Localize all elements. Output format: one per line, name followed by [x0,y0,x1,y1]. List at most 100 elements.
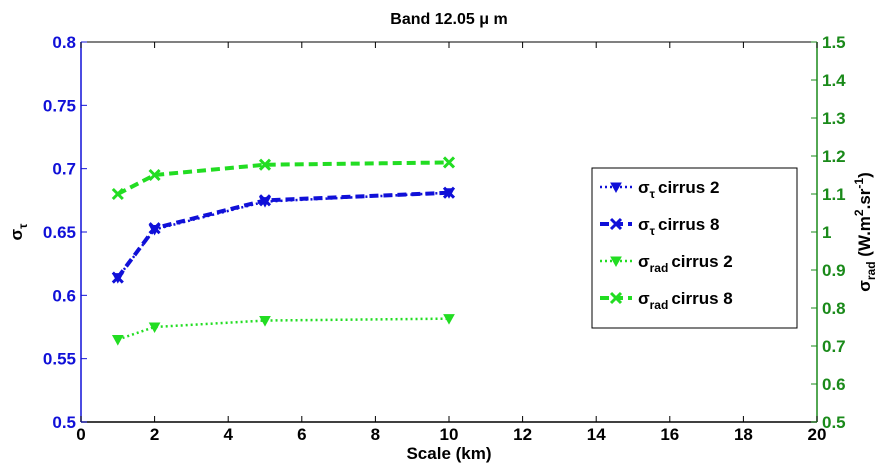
legend-sub: rad [650,298,669,312]
legend-item: στ cirrus 2 [600,178,719,201]
marker-stroke [442,156,456,169]
y-left-tick-label: 0.6 [52,286,76,305]
data-point [442,156,456,169]
legend-name: cirrus 2 [671,252,732,271]
x-tick-label: 14 [587,425,606,444]
y-right-tick-label: 1 [822,223,831,242]
series-line [116,190,450,279]
y-right-tick-label: 0.9 [822,261,846,280]
x-tick-label: 4 [223,425,233,444]
data-point [443,314,455,325]
legend-sub: τ [650,187,656,201]
data-point [442,186,456,199]
legend-box [591,167,798,329]
legend-symbol: σ [638,215,650,234]
data-point [111,271,124,284]
legend-sub: rad [650,261,669,275]
series-line [116,160,450,196]
data-point [111,187,124,201]
y-right-sup2: -1 [852,178,866,189]
legend-name: cirrus 8 [671,289,732,308]
y-right-tick-label: 0.7 [822,337,846,356]
y-right-tick-label: 1.3 [822,109,846,128]
legend-item: σrad cirrus 2 [600,252,733,275]
x-tick-label: 0 [76,425,85,444]
legend-label: στ cirrus 2 [638,178,719,201]
data-point [259,316,271,327]
marker-stroke [609,291,623,305]
y-left-tick-label: 0.5 [52,413,76,432]
legend-label: στ cirrus 8 [638,215,719,238]
chart-title: Band 12.05 μ m [390,11,507,28]
marker-stroke [258,194,272,207]
y-right-symbol: σ [855,280,874,292]
marker-stroke [111,271,124,284]
x-tick-label: 6 [297,425,306,444]
y-right-tick-label: 0.6 [822,375,846,394]
y-right-unit-post: ) [855,172,874,178]
data-point [148,322,161,334]
y-axis-right-label: σrad (W.m2.sr-1) [852,172,878,292]
marker-stroke [148,168,161,182]
legend-marker [610,256,622,268]
legend-marker [610,182,622,194]
legend-marker [609,217,623,231]
y-left-sub: τ [16,223,30,229]
series-layer [111,156,456,346]
legend-item: στ cirrus 8 [600,215,719,238]
data-point [111,335,124,346]
x-tick-label: 2 [150,425,159,444]
x-tick-label: 18 [734,425,753,444]
marker-stroke [258,158,272,171]
marker-stroke [111,187,124,201]
legend-marker [609,291,623,305]
y-left-symbol: σ [7,229,26,241]
y-right-sup1: 2 [852,209,866,216]
marker-stroke [442,186,456,199]
marker-stroke [148,222,161,235]
legend-sub: τ [650,224,656,238]
legend-label: σrad cirrus 8 [638,289,733,312]
y-right-unit-mid: .sr [855,188,874,209]
legend-label: σrad cirrus 2 [638,252,733,275]
y-right-unit-pre: (W.m [855,216,874,261]
y-left-tick-label: 0.65 [43,223,76,242]
series-line [117,317,450,341]
axes: 0 2 4 6 8 10 12 14 16 18 200.50.550.60.650.70.750.… [43,33,846,444]
x-tick-label: 16 [660,425,679,444]
series-2 [111,314,455,346]
y-right-tick-label: 1.2 [822,147,846,166]
legend-name: cirrus 8 [658,215,719,234]
x-tick-label: 12 [513,425,532,444]
y-right-tick-label: 0.8 [822,299,846,318]
y-left-tick-label: 0.8 [52,33,76,52]
legend-name: cirrus 2 [658,178,719,197]
x-axis-label: Scale (km) [406,444,491,463]
y-right-tick-label: 1.5 [822,33,846,52]
x-tick-label: 8 [371,425,380,444]
x-tick-label: 20 [808,425,827,444]
series-line [116,191,450,279]
y-left-tick-label: 0.7 [52,160,76,179]
y-left-tick-label: 0.75 [43,96,76,115]
marker-stroke [609,217,623,231]
y-left-tick-label: 0.55 [43,350,76,369]
y-right-tick-label: 1.4 [822,71,846,90]
legend-symbol: σ [638,289,650,308]
data-point [258,194,272,207]
series-1 [111,186,456,284]
x-tick-label: 10 [440,425,459,444]
legend-symbol: σ [638,252,650,271]
y-right-tick-label: 0.5 [822,413,846,432]
data-point [148,222,161,235]
y-axis-left-label: στ [7,223,30,241]
data-point [258,158,272,171]
y-right-sub: rad [864,261,878,280]
series-0 [111,188,455,284]
data-point [148,168,161,182]
legend-symbol: σ [638,178,650,197]
legend-item: σrad cirrus 8 [600,289,733,312]
y-right-tick-label: 1.1 [822,185,846,204]
